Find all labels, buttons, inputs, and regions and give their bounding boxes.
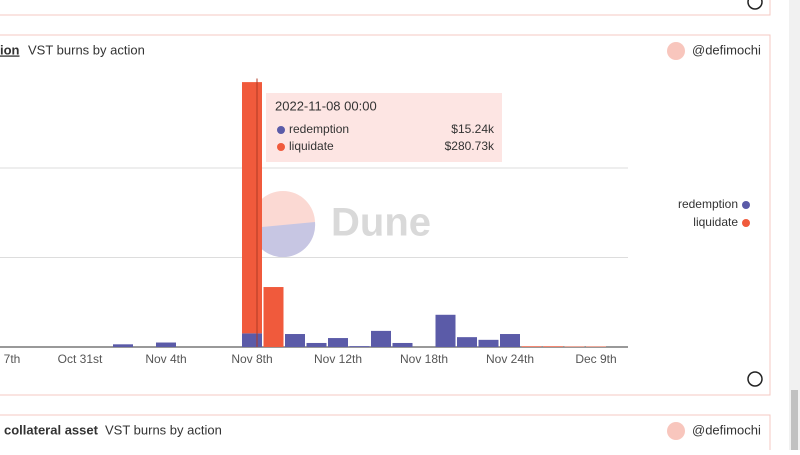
tooltip-name: liquidate — [289, 139, 334, 153]
legend-dot — [742, 201, 750, 209]
top-card — [0, 0, 770, 15]
scrollbar[interactable] — [789, 0, 800, 450]
bar — [328, 338, 348, 347]
tooltip-name: redemption — [289, 122, 349, 136]
x-tick-label: Nov 18th — [400, 352, 448, 366]
author[interactable]: @defimochi — [692, 422, 761, 437]
bar — [350, 346, 370, 347]
avatar — [667, 422, 685, 440]
tooltip-dot — [277, 126, 285, 134]
tooltip-value: $280.73k — [445, 139, 495, 153]
bar — [242, 333, 262, 347]
legend-label: redemption — [678, 197, 738, 211]
x-tick-label: Nov 24th — [486, 352, 534, 366]
card-subtitle: VST burns by action — [105, 422, 222, 437]
bar — [543, 346, 563, 347]
tooltip-dot — [277, 143, 285, 151]
bar — [156, 343, 176, 347]
bar — [371, 331, 391, 347]
bar — [479, 340, 499, 347]
bar — [285, 334, 305, 347]
scrollbar-thumb[interactable] — [791, 390, 798, 450]
bar — [264, 287, 284, 347]
bar — [500, 334, 520, 347]
x-tick-label: Dec 9th — [575, 352, 616, 366]
bar — [436, 315, 456, 347]
watermark: Dune — [331, 201, 431, 245]
card-title[interactable]: ion — [0, 42, 20, 57]
x-tick-label: Oct 31st — [58, 352, 103, 366]
x-tick-label: Nov 4th — [145, 352, 186, 366]
tooltip-value: $15.24k — [451, 122, 495, 136]
card-subtitle: VST burns by action — [28, 42, 145, 57]
legend-label: liquidate — [693, 215, 738, 229]
x-tick-label: Nov 12th — [314, 352, 362, 366]
bar — [457, 337, 477, 347]
bar — [242, 82, 262, 333]
bar — [307, 343, 327, 347]
avatar — [667, 42, 685, 60]
author[interactable]: @defimochi — [692, 42, 761, 57]
tooltip-title: 2022-11-08 00:00 — [275, 98, 377, 113]
x-tick-label: 7th — [4, 352, 21, 366]
bar — [113, 344, 133, 347]
bar — [393, 343, 413, 347]
bar — [522, 346, 542, 347]
x-tick-label: Nov 8th — [231, 352, 272, 366]
legend-dot — [742, 219, 750, 227]
card-title[interactable]: collateral asset — [4, 422, 99, 437]
